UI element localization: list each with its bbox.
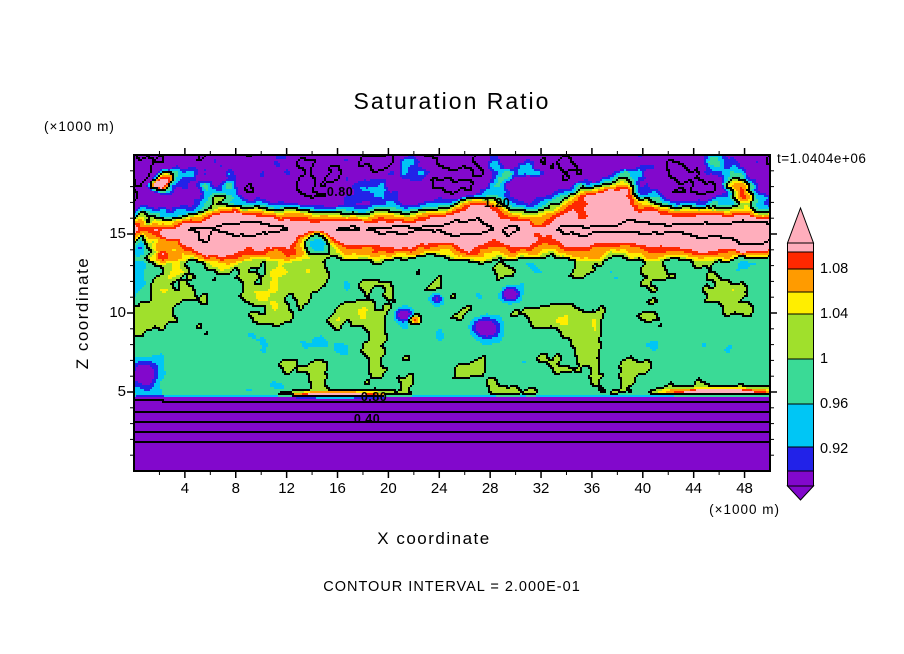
contour-value-label: 0.80 [326,185,354,199]
colorbar-tick-label: 1 [820,351,829,367]
axes-frame [127,148,777,478]
x-tick-label: 4 [180,480,190,497]
colorbar-tick-label: 0.96 [820,396,849,412]
colorbar-segment-4 [787,313,814,360]
colorbar-segment-7 [787,446,814,472]
x-tick-label: 40 [634,480,652,497]
colorbar-arrow-top [786,206,815,244]
x-axis-units: (×1000 m) [709,502,780,517]
x-tick-label: 24 [430,480,448,497]
y-axis-units: (×1000 m) [44,119,115,134]
contour-value-label: 0.40 [353,412,381,426]
x-tick-label: 32 [532,480,550,497]
y-tick-label: 15 [109,225,126,242]
colorbar-tick-label: 0.92 [820,441,849,457]
y-axis-label: Z coordinate [73,256,92,370]
colorbar-segment-6 [787,403,814,448]
contour-value-label: 0.80 [360,390,388,404]
colorbar-tick-label: 1.08 [820,261,849,277]
colorbar [786,206,815,501]
colorbar-segment-5 [787,358,814,405]
contour-interval-note: CONTOUR INTERVAL = 2.000E-01 [323,579,581,595]
x-tick-label: 36 [583,480,601,497]
contour-value-label: 1.20 [483,196,511,210]
y-tick-label: 10 [109,304,126,321]
time-annotation: t=1.0404e+06 [777,151,867,166]
colorbar-segment-3 [787,291,814,315]
colorbar-segment-1 [787,251,814,270]
x-tick-label: 44 [685,480,703,497]
page-title: Saturation Ratio [353,88,551,114]
x-tick-label: 20 [380,480,397,497]
x-tick-label: 12 [278,480,295,497]
plot-border [133,154,771,472]
x-tick-label: 48 [736,480,753,497]
colorbar-segment-0 [787,242,814,253]
colorbar-tick-label: 1.04 [820,306,849,322]
colorbar-segment-8 [787,470,814,487]
saturation-field-canvas [134,155,770,471]
y-tick-label: 5 [117,383,126,400]
x-tick-label: 16 [329,480,346,497]
x-tick-label: 8 [231,480,240,497]
plot-area: 0.80 1.20 0.80 0.40 [127,148,777,478]
x-axis-label: X coordinate [377,529,491,548]
colorbar-segment-2 [787,268,814,293]
x-tick-label: 28 [481,480,499,497]
colorbar-arrow-bottom [786,485,815,501]
